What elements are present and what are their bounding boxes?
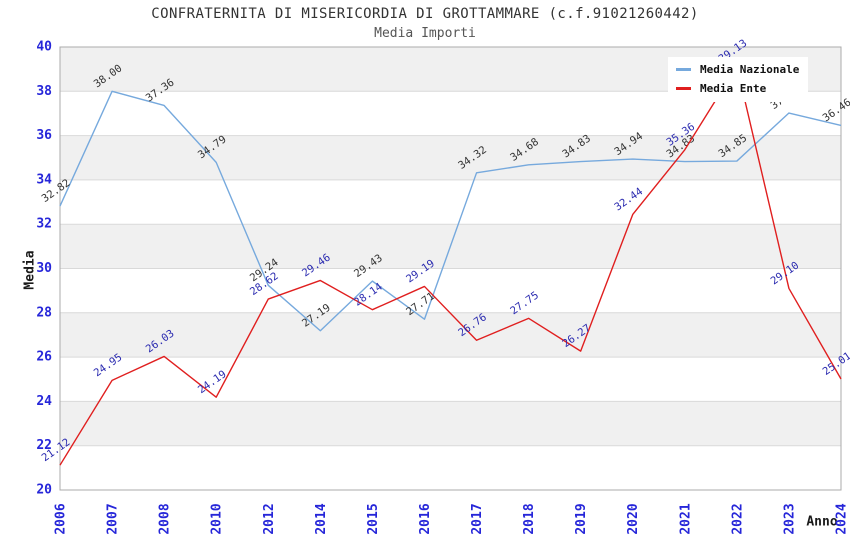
plot-border <box>59 46 842 491</box>
x-tick-label: 2017 <box>470 503 485 534</box>
x-tick-label: 2008 <box>158 503 173 534</box>
series-line-media-ente <box>59 65 842 466</box>
grid-band <box>60 268 841 313</box>
x-tick-label: 2019 <box>574 503 589 534</box>
y-tick-label: 32 <box>36 217 52 232</box>
y-tick-label: 20 <box>36 483 52 498</box>
y-tick-label: 38 <box>36 84 52 99</box>
y-tick-label: 24 <box>36 394 52 409</box>
x-tick-label: 2018 <box>522 503 537 534</box>
x-tick-label: 2023 <box>782 503 797 534</box>
legend-item-media-ente: Media Ente <box>676 82 800 95</box>
x-tick-label: 2010 <box>210 503 225 534</box>
chart-subtitle: Media Importi <box>374 26 476 41</box>
x-tick-label: 2007 <box>106 503 121 534</box>
legend-swatch-media-nazionale <box>676 68 691 71</box>
x-tick-label: 2024 <box>835 503 850 534</box>
grid-band <box>60 179 841 225</box>
legend-item-label: Media Ente <box>700 82 767 95</box>
x-tick-label: 2020 <box>626 503 641 534</box>
y-tick-label: 26 <box>36 350 52 365</box>
x-tick-label: 2016 <box>418 503 433 534</box>
legend-item-label: Media Nazionale <box>700 63 800 76</box>
legend-swatch-media-ente <box>676 87 691 90</box>
y-tick-label: 28 <box>36 305 52 320</box>
grid-band <box>60 445 841 490</box>
x-tick-label: 2022 <box>730 503 745 534</box>
grid-band <box>60 357 841 402</box>
y-tick-label: 40 <box>36 40 52 55</box>
x-axis-title: Anno <box>806 514 838 530</box>
y-tick-label: 36 <box>36 128 52 143</box>
grid-band <box>60 135 841 180</box>
legend-item-media-nazionale: Media Nazionale <box>676 63 800 76</box>
y-tick-label: 34 <box>36 172 52 187</box>
chart-title: CONFRATERNITA DI MISERICORDIA DI GROTTAM… <box>151 6 699 22</box>
x-tick-label: 2006 <box>54 503 69 534</box>
y-tick-label: 30 <box>36 261 52 276</box>
x-tick-label: 2015 <box>366 503 381 534</box>
y-tick-label: 22 <box>36 438 52 453</box>
grid-band <box>60 312 841 358</box>
grid-band <box>60 401 841 446</box>
legend: Media Nazionale Media Ente <box>668 57 808 102</box>
series-line-media-nazionale <box>59 90 842 332</box>
x-tick-label: 2012 <box>262 503 277 534</box>
x-tick-label: 2014 <box>314 503 329 534</box>
x-tick-label: 2021 <box>678 503 693 534</box>
